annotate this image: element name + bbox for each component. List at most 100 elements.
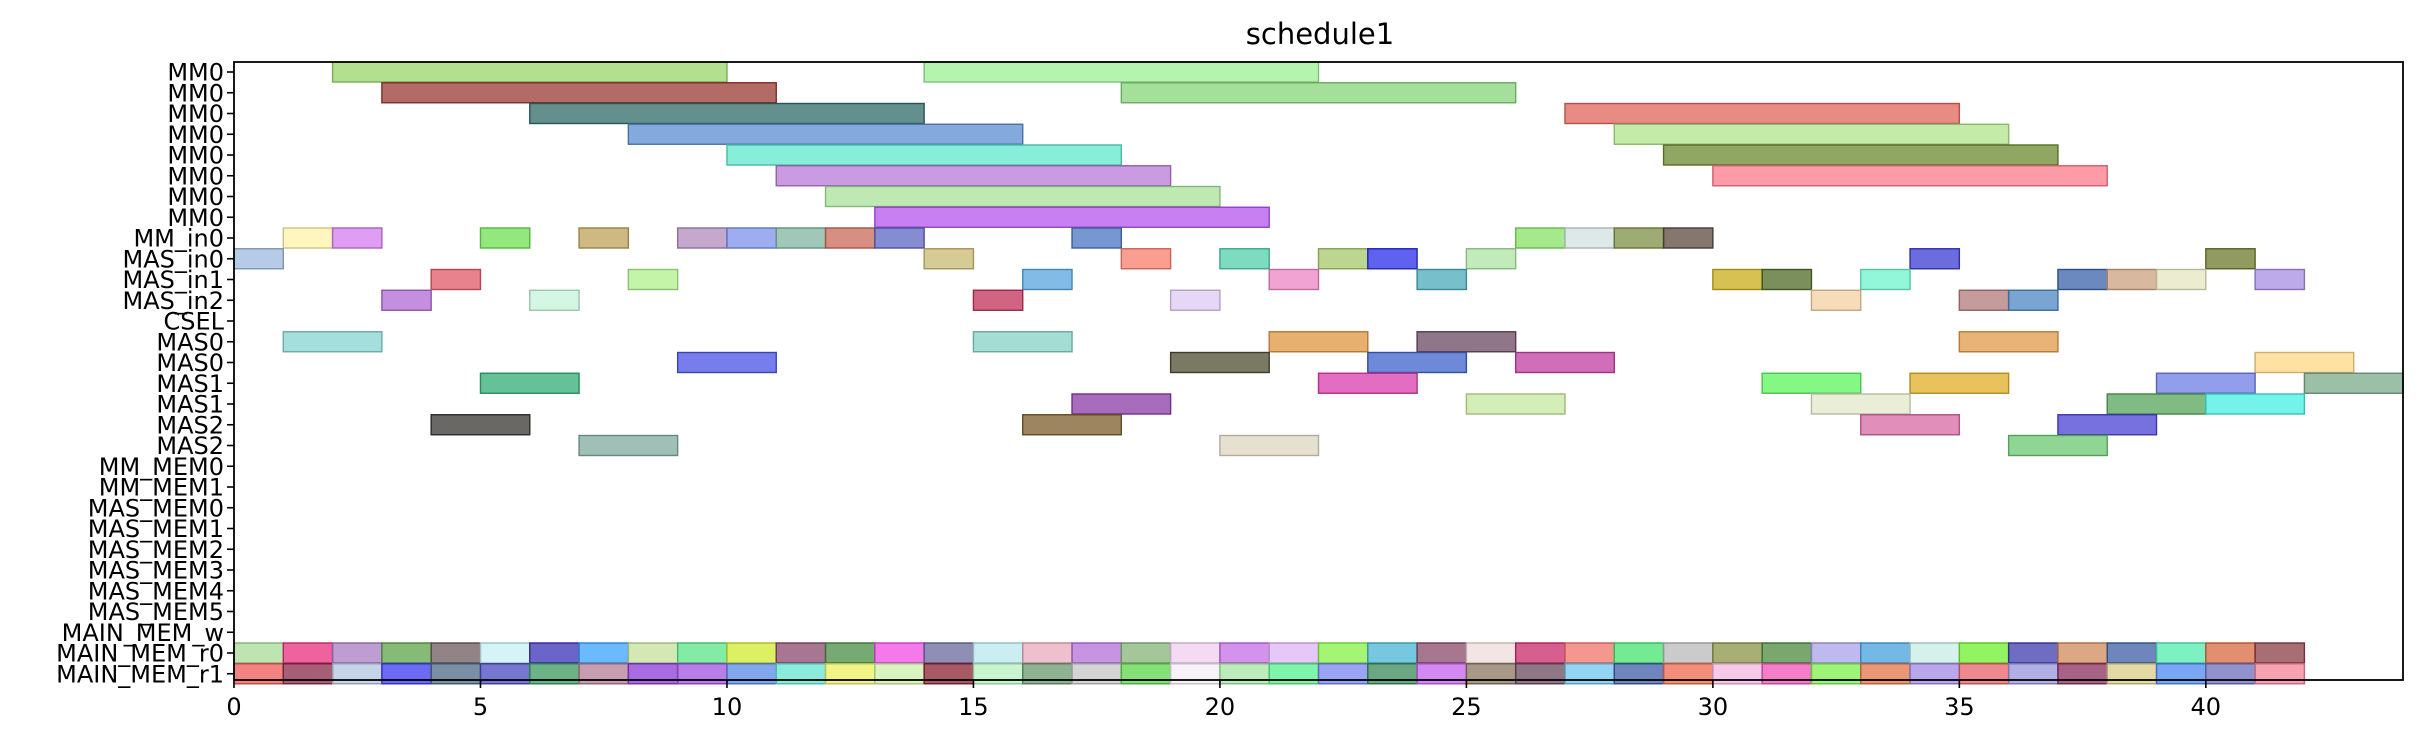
task-bar — [2007, 642, 2059, 664]
task-bar — [1514, 642, 1566, 664]
task-bar — [430, 642, 482, 664]
task-bar — [1564, 102, 1961, 125]
task-bar — [1909, 642, 1961, 664]
task-bar — [2205, 248, 2256, 270]
task-bar — [2057, 268, 2108, 291]
x-tick-label: 40 — [2191, 693, 2222, 721]
task-bar — [676, 227, 728, 249]
task-bar — [331, 61, 728, 83]
task-bar — [1564, 642, 1615, 664]
task-bar — [1514, 351, 1615, 374]
task-bar — [430, 414, 531, 436]
task-bar — [1071, 227, 1123, 249]
task-bar — [1613, 123, 2010, 145]
task-bar — [1712, 642, 1763, 664]
task-bar — [1022, 268, 1073, 291]
task-bar — [874, 227, 925, 249]
task-bar — [874, 642, 925, 664]
task-bar — [1317, 642, 1369, 664]
y-tick-label: MAS2 — [156, 432, 224, 460]
task-bar — [2106, 393, 2207, 415]
task-bar — [775, 227, 827, 249]
y-tick-label: MAS0 — [156, 328, 224, 356]
task-bar — [1071, 642, 1123, 664]
task-bar — [1810, 642, 1862, 664]
task-bar — [1416, 642, 1468, 664]
task-bar — [1367, 351, 1468, 374]
task-bar — [726, 227, 777, 249]
y-tick-label: MM0 — [167, 100, 224, 128]
y-tick-label: MM_in0 — [133, 225, 224, 253]
task-bar — [2007, 434, 2108, 457]
task-bar — [1662, 227, 1714, 249]
y-tick-label: MAIN_MEM_r0 — [56, 640, 224, 668]
x-tick-label: 5 — [473, 693, 488, 721]
y-tick-label: CSEL — [163, 308, 224, 336]
task-bar — [824, 185, 1221, 208]
task-bar — [726, 144, 1123, 166]
task-bar — [1761, 642, 1813, 664]
task-bar — [676, 642, 728, 664]
task-bar — [1860, 268, 1911, 291]
y-tick-label: MM_MEM1 — [99, 474, 224, 502]
task-bar — [1120, 248, 1172, 270]
x-tick-label: 35 — [1944, 693, 1975, 721]
task-bar — [479, 372, 580, 394]
task-bar — [1416, 331, 1517, 353]
task-bar — [972, 289, 1024, 311]
task-bar — [1761, 268, 1813, 291]
bars-layer — [233, 61, 2404, 685]
task-bar — [2155, 268, 2207, 291]
task-bar — [2106, 268, 2158, 291]
y-tick-label: MAS1 — [156, 370, 224, 398]
task-bar — [2155, 642, 2207, 664]
task-bar — [1465, 393, 1566, 415]
task-bar — [1268, 642, 1320, 664]
task-bar — [1909, 248, 1961, 270]
task-bar — [381, 289, 432, 311]
task-bar — [1317, 372, 1418, 394]
task-bar — [1860, 642, 1911, 664]
y-tick-label: MAS0 — [156, 349, 224, 377]
task-bar — [676, 351, 777, 374]
task-bar — [1268, 331, 1369, 353]
task-bar — [1860, 414, 1961, 436]
x-tick-label: 20 — [1205, 693, 1236, 721]
task-bar — [627, 123, 1024, 145]
task-bar — [578, 642, 630, 664]
task-bar — [1169, 351, 1270, 374]
task-bar — [1958, 331, 2059, 353]
y-tick-label: MAS_MEM1 — [88, 515, 224, 543]
chart-title: schedule1 — [1246, 17, 1394, 51]
task-bar — [430, 268, 482, 291]
y-tick-label: MAIN_MEM_w — [62, 619, 224, 647]
task-bar — [1958, 642, 2010, 664]
task-bar — [2106, 642, 2158, 664]
y-tick-label: MAS_in2 — [122, 287, 224, 315]
task-bar — [2205, 642, 2256, 664]
task-bar — [726, 642, 777, 664]
task-bar — [1071, 393, 1172, 415]
task-bar — [381, 82, 777, 104]
task-bar — [1662, 642, 1714, 664]
task-bar — [1662, 144, 2059, 166]
task-bar — [824, 642, 876, 664]
task-bar — [1219, 248, 1270, 270]
x-tick-label: 0 — [226, 693, 241, 721]
y-tick-labels: MM0MM0MM0MM0MM0MM0MM0MM0MM_in0MAS_in0MAS… — [56, 59, 225, 689]
task-bar — [775, 165, 1172, 187]
x-tick-label: 25 — [1451, 693, 1482, 721]
task-bar — [2057, 414, 2158, 436]
task-bar — [1810, 393, 1911, 415]
task-bar — [972, 642, 1024, 664]
x-tick-label: 15 — [958, 693, 989, 721]
task-bar — [1022, 414, 1123, 436]
y-tick-label: MAS_MEM0 — [88, 494, 224, 522]
task-bar — [1761, 372, 1862, 394]
task-bar — [1268, 268, 1320, 291]
plot-frame — [233, 61, 2404, 681]
y-tick-label: MAS_in1 — [122, 266, 224, 294]
task-bar — [775, 642, 827, 664]
y-tick-label: MM0 — [167, 121, 224, 149]
y-tick-label: MM0 — [167, 142, 224, 170]
